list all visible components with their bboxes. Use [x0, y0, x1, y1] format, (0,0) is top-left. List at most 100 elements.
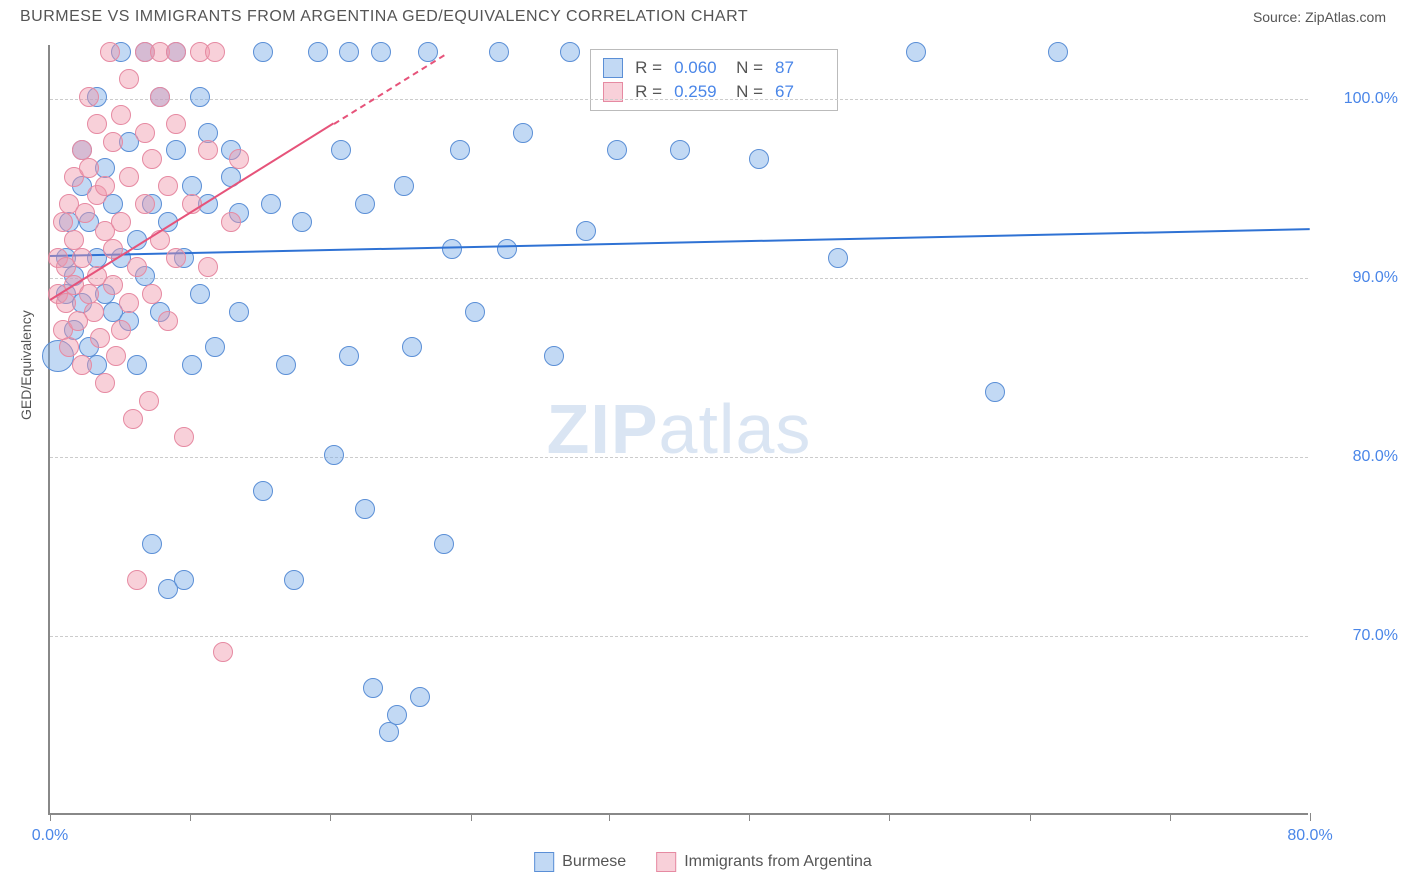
- y-tick-label: 100.0%: [1318, 90, 1398, 108]
- legend-swatch: [534, 852, 554, 872]
- data-point: [261, 194, 281, 214]
- stats-row: R = 0.060 N = 87: [603, 56, 825, 80]
- data-point: [489, 42, 509, 62]
- data-point: [111, 320, 131, 340]
- data-point: [119, 167, 139, 187]
- data-point: [190, 284, 210, 304]
- data-point: [560, 42, 580, 62]
- data-point: [205, 337, 225, 357]
- data-point: [355, 194, 375, 214]
- data-point: [53, 212, 73, 232]
- trend-line: [333, 54, 444, 124]
- stat-label: R =: [635, 58, 662, 78]
- data-point: [410, 687, 430, 707]
- legend-label: Immigrants from Argentina: [684, 853, 872, 871]
- data-point: [166, 42, 186, 62]
- stat-r-value: 0.060: [674, 58, 724, 78]
- data-point: [75, 203, 95, 223]
- x-tick: [50, 813, 51, 821]
- stat-label: N =: [736, 58, 763, 78]
- data-point: [465, 302, 485, 322]
- data-point: [127, 257, 147, 277]
- y-tick-label: 80.0%: [1318, 448, 1398, 466]
- y-tick-label: 70.0%: [1318, 627, 1398, 645]
- data-point: [379, 722, 399, 742]
- data-point: [434, 534, 454, 554]
- data-point: [79, 87, 99, 107]
- data-point: [158, 176, 178, 196]
- trend-line: [50, 228, 1310, 257]
- data-point: [355, 499, 375, 519]
- x-tick: [889, 813, 890, 821]
- source-text: Source: ZipAtlas.com: [1253, 9, 1386, 25]
- data-point: [670, 140, 690, 160]
- data-point: [513, 123, 533, 143]
- x-tick: [749, 813, 750, 821]
- legend: Burmese Immigrants from Argentina: [534, 852, 872, 872]
- data-point: [90, 328, 110, 348]
- data-point: [182, 355, 202, 375]
- x-tick: [330, 813, 331, 821]
- data-point: [119, 69, 139, 89]
- data-point: [229, 149, 249, 169]
- data-point: [95, 176, 115, 196]
- data-point: [205, 42, 225, 62]
- data-point: [906, 42, 926, 62]
- data-point: [544, 346, 564, 366]
- data-point: [142, 284, 162, 304]
- stats-row: R =0.259N =67: [603, 80, 825, 104]
- legend-item: Immigrants from Argentina: [656, 852, 872, 872]
- legend-swatch: [656, 852, 676, 872]
- stat-n-value: 87: [775, 58, 825, 78]
- y-tick-label: 90.0%: [1318, 269, 1398, 287]
- x-tick-label: 0.0%: [32, 827, 68, 845]
- data-point: [497, 239, 517, 259]
- data-point: [221, 167, 241, 187]
- data-point: [84, 302, 104, 322]
- data-point: [749, 149, 769, 169]
- data-point: [213, 642, 233, 662]
- data-point: [221, 212, 241, 232]
- data-point: [324, 445, 344, 465]
- data-point: [72, 355, 92, 375]
- data-point: [339, 346, 359, 366]
- data-point: [174, 570, 194, 590]
- data-point: [292, 212, 312, 232]
- data-point: [576, 221, 596, 241]
- data-point: [229, 302, 249, 322]
- gridline: [50, 457, 1308, 458]
- x-tick: [609, 813, 610, 821]
- data-point: [87, 114, 107, 134]
- x-tick: [190, 813, 191, 821]
- legend-swatch: [603, 58, 623, 78]
- data-point: [79, 284, 99, 304]
- data-point: [106, 346, 126, 366]
- scatter-chart: ZIPatlas R =0.060N =87R =0.259N =67 70.0…: [48, 45, 1308, 815]
- data-point: [135, 123, 155, 143]
- data-point: [198, 140, 218, 160]
- data-point: [339, 42, 359, 62]
- gridline: [50, 636, 1308, 637]
- data-point: [308, 42, 328, 62]
- data-point: [123, 409, 143, 429]
- data-point: [363, 678, 383, 698]
- data-point: [135, 194, 155, 214]
- data-point: [371, 42, 391, 62]
- data-point: [100, 42, 120, 62]
- data-point: [253, 481, 273, 501]
- data-point: [111, 212, 131, 232]
- data-point: [394, 176, 414, 196]
- x-tick-label: 80.0%: [1287, 827, 1332, 845]
- x-tick: [1170, 813, 1171, 821]
- data-point: [198, 257, 218, 277]
- data-point: [607, 140, 627, 160]
- legend-item: Burmese: [534, 852, 626, 872]
- data-point: [174, 427, 194, 447]
- data-point: [331, 140, 351, 160]
- data-point: [139, 391, 159, 411]
- data-point: [127, 570, 147, 590]
- gridline: [50, 278, 1308, 279]
- data-point: [166, 114, 186, 134]
- data-point: [190, 87, 210, 107]
- data-point: [402, 337, 422, 357]
